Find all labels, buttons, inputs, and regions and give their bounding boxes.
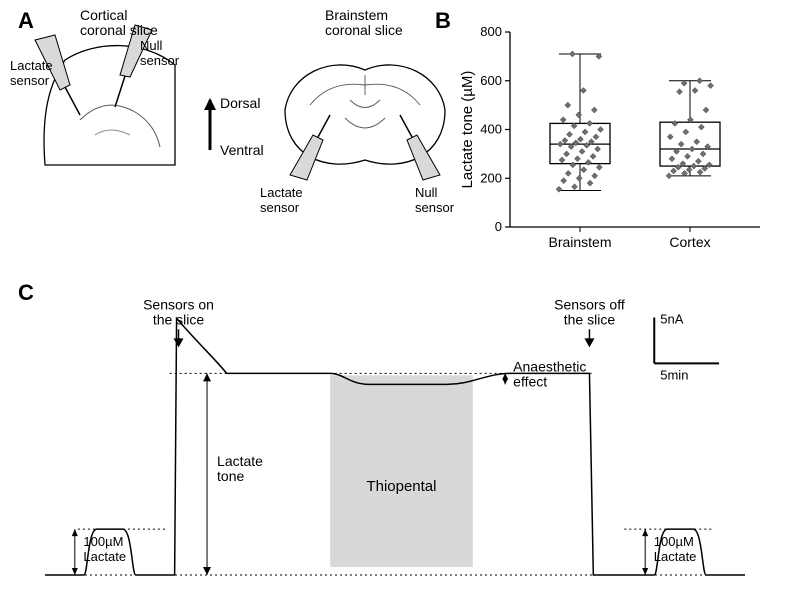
- svg-text:400: 400: [480, 122, 502, 137]
- svg-text:Corticalcoronal slice: Corticalcoronal slice: [80, 7, 158, 38]
- svg-text:600: 600: [480, 73, 502, 88]
- svg-text:Cortex: Cortex: [669, 234, 710, 250]
- svg-text:Nullsensor: Nullsensor: [415, 185, 455, 215]
- svg-text:Thiopental: Thiopental: [366, 478, 436, 495]
- svg-text:100µMLactate: 100µMLactate: [654, 534, 697, 564]
- panel-label-A: A: [18, 8, 34, 34]
- svg-text:Sensors onthe slice: Sensors onthe slice: [143, 296, 214, 327]
- svg-text:800: 800: [480, 24, 502, 39]
- svg-text:Lactatesensor: Lactatesensor: [10, 58, 53, 88]
- svg-text:Anaestheticeffect: Anaestheticeffect: [513, 358, 586, 389]
- svg-text:Sensors offthe slice: Sensors offthe slice: [554, 296, 625, 327]
- svg-text:Brainstem: Brainstem: [548, 234, 611, 250]
- svg-text:5nA: 5nA: [660, 312, 683, 327]
- svg-text:Lactatetone: Lactatetone: [217, 453, 263, 484]
- svg-text:Lactate tone (µM): Lactate tone (µM): [459, 71, 476, 189]
- svg-text:Ventral: Ventral: [220, 142, 264, 158]
- svg-text:Nullsensor: Nullsensor: [140, 38, 180, 68]
- svg-text:Brainstemcoronal slice: Brainstemcoronal slice: [325, 7, 403, 38]
- panel-label-C: C: [18, 280, 34, 306]
- svg-text:Dorsal: Dorsal: [220, 95, 260, 111]
- panel-label-B: B: [435, 8, 451, 34]
- svg-text:200: 200: [480, 170, 502, 185]
- svg-text:0: 0: [495, 219, 502, 234]
- svg-text:5min: 5min: [660, 367, 688, 382]
- svg-text:100µMLactate: 100µMLactate: [83, 534, 126, 564]
- svg-text:Lactatesensor: Lactatesensor: [260, 185, 303, 215]
